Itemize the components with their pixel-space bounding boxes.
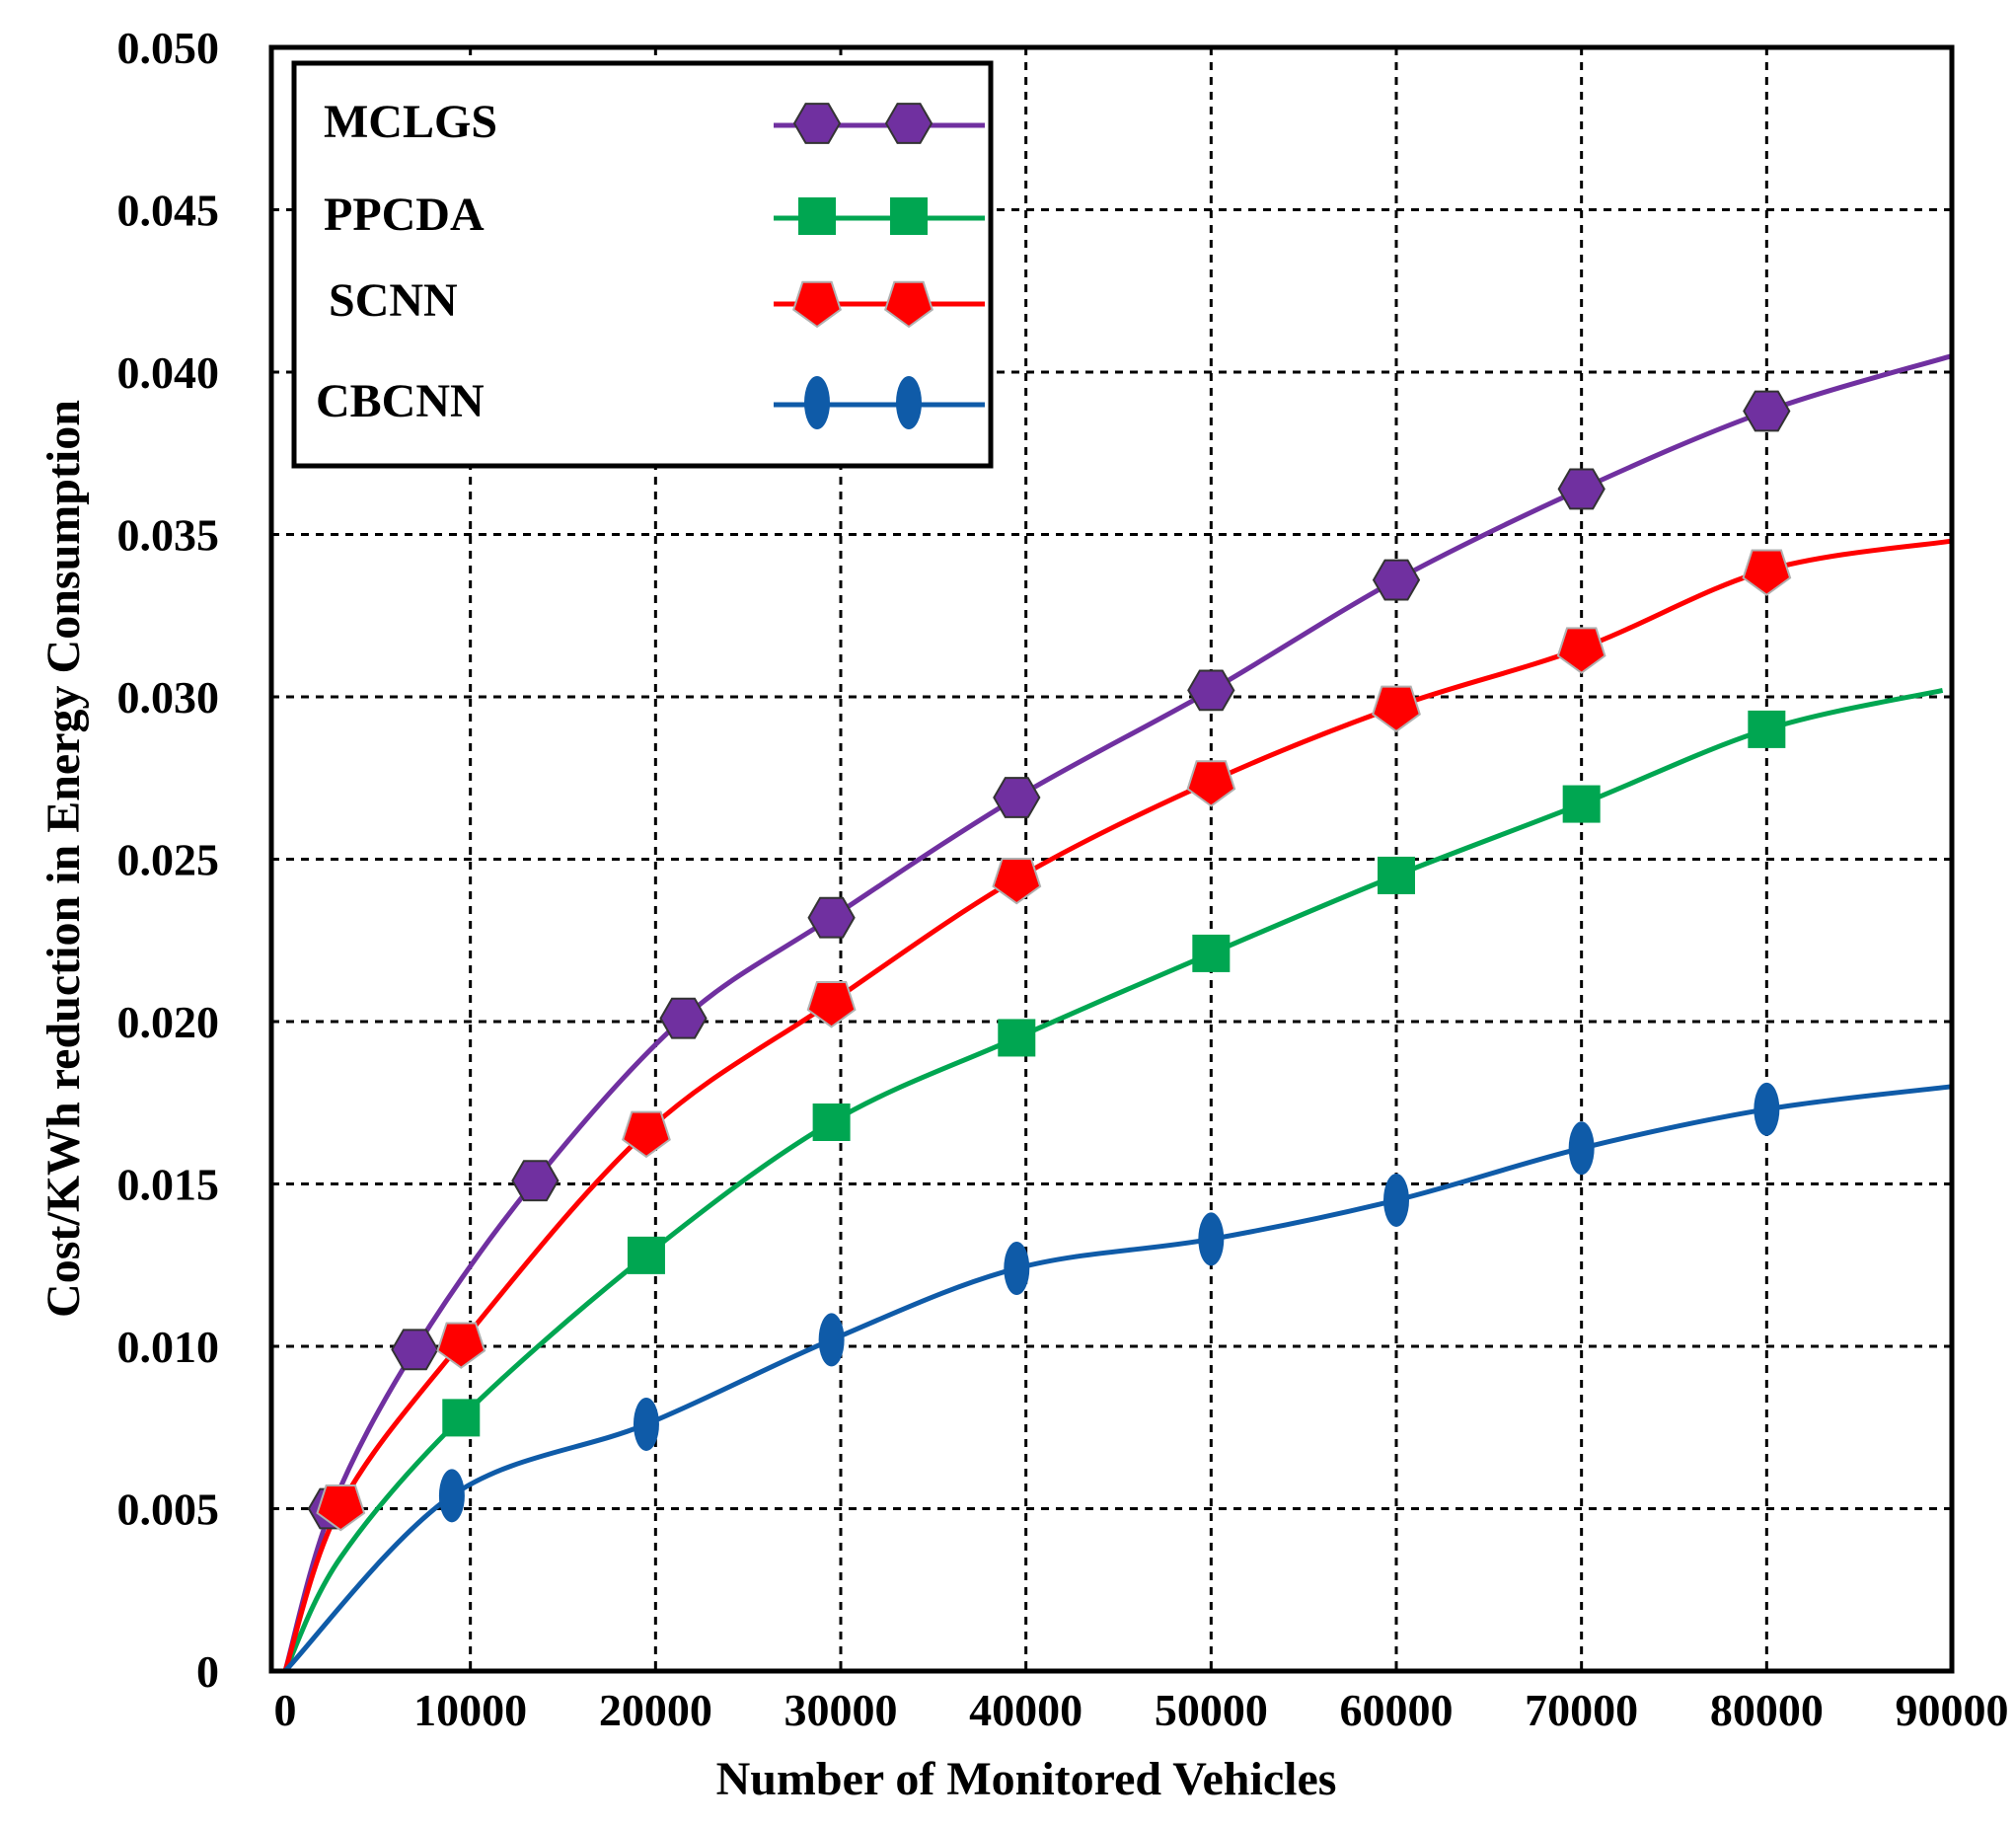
data-point-mclgs [659, 997, 708, 1039]
data-point-scnn [806, 981, 857, 1028]
x-tick-label: 90000 [1896, 1685, 2009, 1735]
data-point-scnn [1556, 627, 1606, 674]
y-tick-label: 0.020 [117, 997, 220, 1047]
series-markers [307, 390, 1792, 1532]
x-tick-label: 70000 [1525, 1685, 1638, 1735]
y-tick-label: 0.010 [117, 1322, 220, 1372]
legend-marker-scnn [884, 280, 933, 329]
y-tick-label: 0 [196, 1646, 219, 1697]
x-tick-label: 80000 [1710, 1685, 1824, 1735]
data-point-scnn [622, 1110, 671, 1159]
legend-marker-ppcda [798, 197, 836, 235]
data-point-cbcnn [633, 1397, 659, 1451]
y-tick-label: 0.005 [117, 1484, 220, 1535]
x-axis-ticks: 0 10000 20000 30000 40000 50000 60000 70000 8000… [274, 1685, 2009, 1735]
data-point-cbcnn [1383, 1173, 1409, 1227]
legend-marker-mclgs [792, 103, 842, 144]
data-point-ppcda [1192, 934, 1231, 972]
data-point-ppcda [998, 1019, 1036, 1057]
legend-label-ppcda: PPCDA [324, 189, 485, 241]
data-point-cbcnn [438, 1469, 465, 1523]
x-tick-label: 30000 [784, 1685, 898, 1735]
data-point-ppcda [812, 1103, 851, 1141]
data-point-scnn [1742, 549, 1792, 596]
x-tick-label: 40000 [969, 1685, 1083, 1735]
y-tick-label: 0.030 [117, 672, 220, 723]
plot-frame [268, 44, 1955, 1674]
series-line-cbcnn [283, 1084, 1953, 1673]
y-axis-ticks: 0 0.005 0.010 0.015 0.020 0.025 0.030 0.035 0.04… [117, 23, 220, 1697]
data-point-cbcnn [818, 1313, 845, 1367]
x-tick-label: 50000 [1155, 1685, 1268, 1735]
data-point-mclgs [993, 777, 1041, 818]
legend-marker-scnn [792, 280, 842, 329]
data-point-mclgs [1372, 559, 1421, 601]
data-point-ppcda [442, 1399, 481, 1437]
data-point-ppcda [627, 1236, 665, 1274]
data-point-mclgs [807, 896, 856, 939]
y-tick-label: 0.050 [117, 23, 220, 73]
y-axis-title: Cost/KWh reduction in Energy Consumption [37, 400, 90, 1318]
data-point-mclgs [1187, 669, 1235, 712]
data-point-cbcnn [1754, 1082, 1780, 1136]
y-tick-label: 0.045 [117, 186, 220, 236]
legend-marker-cbcnn [804, 376, 830, 429]
data-point-mclgs [391, 1329, 439, 1371]
data-point-ppcda [1378, 856, 1415, 894]
series-line-scnn [282, 538, 1953, 1672]
legend-marker-mclgs [884, 103, 933, 144]
data-point-cbcnn [1568, 1121, 1595, 1176]
series-lines [282, 353, 1953, 1673]
x-tick-label: 10000 [413, 1685, 527, 1735]
data-point-scnn [316, 1484, 366, 1532]
x-tick-label: 20000 [599, 1685, 712, 1735]
x-tick-label: 0 [274, 1685, 297, 1735]
data-point-scnn [992, 858, 1042, 905]
legend-label-scnn: SCNN [329, 274, 458, 327]
data-point-scnn [1372, 685, 1421, 733]
legend-label-cbcnn: CBCNN [316, 375, 485, 427]
legend-marker-cbcnn [896, 376, 922, 429]
data-point-mclgs [511, 1160, 560, 1202]
data-point-mclgs [1557, 468, 1605, 510]
legend-box [291, 60, 994, 469]
x-tick-label: 60000 [1340, 1685, 1454, 1735]
y-tick-label: 0.025 [117, 835, 220, 885]
data-point-scnn [1186, 760, 1236, 807]
data-point-mclgs [1743, 390, 1791, 432]
y-tick-label: 0.015 [117, 1160, 220, 1210]
legend: MCLGS PPCDA SCNN CBCNN [291, 60, 994, 469]
legend-marker-ppcda [890, 197, 928, 235]
legend-label-mclgs: MCLGS [324, 96, 497, 148]
y-tick-label: 0.040 [117, 347, 220, 398]
series-line-mclgs [282, 353, 1953, 1672]
x-axis-title: Number of Monitored Vehicles [716, 1753, 1337, 1805]
data-point-ppcda [1748, 710, 1786, 748]
data-point-cbcnn [1198, 1212, 1225, 1266]
data-point-cbcnn [1004, 1242, 1030, 1296]
data-point-scnn [436, 1322, 486, 1369]
y-tick-label: 0.035 [117, 510, 220, 561]
data-point-ppcda [1562, 785, 1601, 823]
